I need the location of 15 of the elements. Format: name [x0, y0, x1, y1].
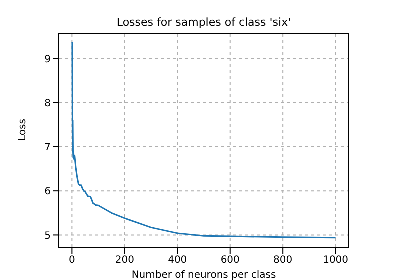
x-axis-title: Number of neurons per class	[132, 270, 276, 280]
y-tick-label: 6	[44, 186, 51, 198]
x-tick-label: 1000	[323, 255, 349, 266]
y-tick-label: 5	[44, 230, 51, 242]
x-tick-label: 0	[68, 255, 76, 266]
chart-title: Losses for samples of class 'six'	[116, 16, 292, 29]
x-tick-label: 200	[115, 255, 134, 266]
x-tick-label: 600	[220, 255, 240, 266]
y-axis-title: Loss	[18, 119, 29, 141]
y-tick-label: 9	[44, 54, 51, 66]
x-tick-label: 800	[274, 255, 293, 266]
x-tick-label: 400	[168, 255, 188, 266]
y-tick-label: 7	[44, 142, 51, 154]
y-tick-label: 8	[44, 98, 51, 110]
line-series	[72, 41, 337, 239]
